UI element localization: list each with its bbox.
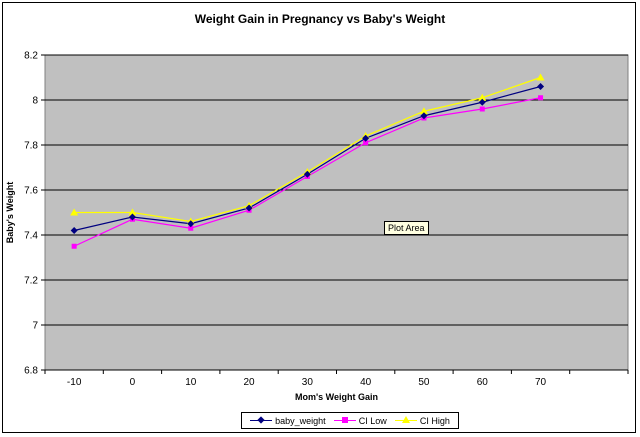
legend-swatch-baby-weight — [250, 416, 273, 425]
data-point-ci-low[interactable] — [363, 140, 369, 146]
data-point-baby-weight[interactable] — [362, 134, 370, 142]
legend-label-ci-high: CI High — [419, 415, 450, 426]
data-point-ci-low[interactable] — [538, 95, 544, 101]
plot-area[interactable] — [44, 54, 629, 371]
data-point-ci-high[interactable] — [536, 73, 545, 81]
data-point-baby-weight[interactable] — [537, 83, 545, 90]
y-tick-label: 8.2 — [24, 51, 38, 62]
x-tick-label: 30 — [302, 377, 314, 388]
y-tick-label: 7 — [32, 321, 38, 332]
legend[interactable]: baby_weight CI Low CI High — [241, 412, 459, 429]
legend-swatch-ci-high — [394, 416, 417, 425]
data-point-baby-weight[interactable] — [420, 112, 428, 120]
x-tick-label: 20 — [243, 377, 255, 388]
x-tick-label: 70 — [535, 377, 547, 388]
data-point-ci-high[interactable] — [128, 208, 137, 216]
y-axis-title: Baby's Weight — [5, 182, 15, 243]
y-tick-label: 7.4 — [24, 231, 38, 242]
data-point-ci-low[interactable] — [479, 106, 485, 112]
chart-title: Weight Gain in Pregnancy vs Baby's Weigh… — [194, 12, 446, 26]
data-point-ci-high[interactable] — [419, 107, 428, 115]
legend-item-ci-low[interactable]: CI Low — [333, 415, 387, 426]
x-tick-label: -10 — [67, 377, 82, 388]
data-point-baby-weight[interactable] — [478, 98, 486, 106]
x-tick-label: 40 — [360, 377, 372, 388]
legend-label-ci-low: CI Low — [358, 415, 387, 426]
y-tick-label: 6.8 — [24, 366, 38, 377]
data-point-ci-high[interactable] — [478, 93, 487, 101]
data-point-ci-high[interactable] — [70, 208, 79, 216]
legend-label-baby-weight: baby_weight — [275, 415, 326, 426]
data-point-ci-low[interactable] — [71, 243, 77, 249]
data-point-baby-weight[interactable] — [187, 220, 195, 228]
x-tick-label: 10 — [185, 377, 197, 388]
legend-item-baby-weight[interactable]: baby_weight — [250, 416, 326, 426]
data-point-baby-weight[interactable] — [245, 204, 253, 212]
plot-area-tooltip: Plot Area — [384, 221, 429, 235]
y-tick-label: 7.6 — [24, 186, 38, 197]
x-axis-title: Mom's Weight Gain — [295, 392, 378, 402]
x-tick-label: 0 — [130, 377, 136, 388]
x-tick-label: 50 — [418, 377, 430, 388]
data-point-baby-weight[interactable] — [128, 213, 136, 221]
data-point-baby-weight[interactable] — [303, 170, 311, 178]
x-tick-label: 60 — [477, 377, 489, 388]
legend-swatch-ci-low — [333, 416, 356, 425]
y-tick-label: 7.2 — [24, 276, 38, 287]
y-tick-label: 8 — [32, 96, 38, 107]
y-tick-label: 7.8 — [24, 141, 38, 152]
data-point-baby-weight[interactable] — [70, 227, 78, 234]
legend-item-ci-high[interactable]: CI High — [394, 415, 450, 426]
data-point-ci-low[interactable] — [188, 225, 194, 231]
